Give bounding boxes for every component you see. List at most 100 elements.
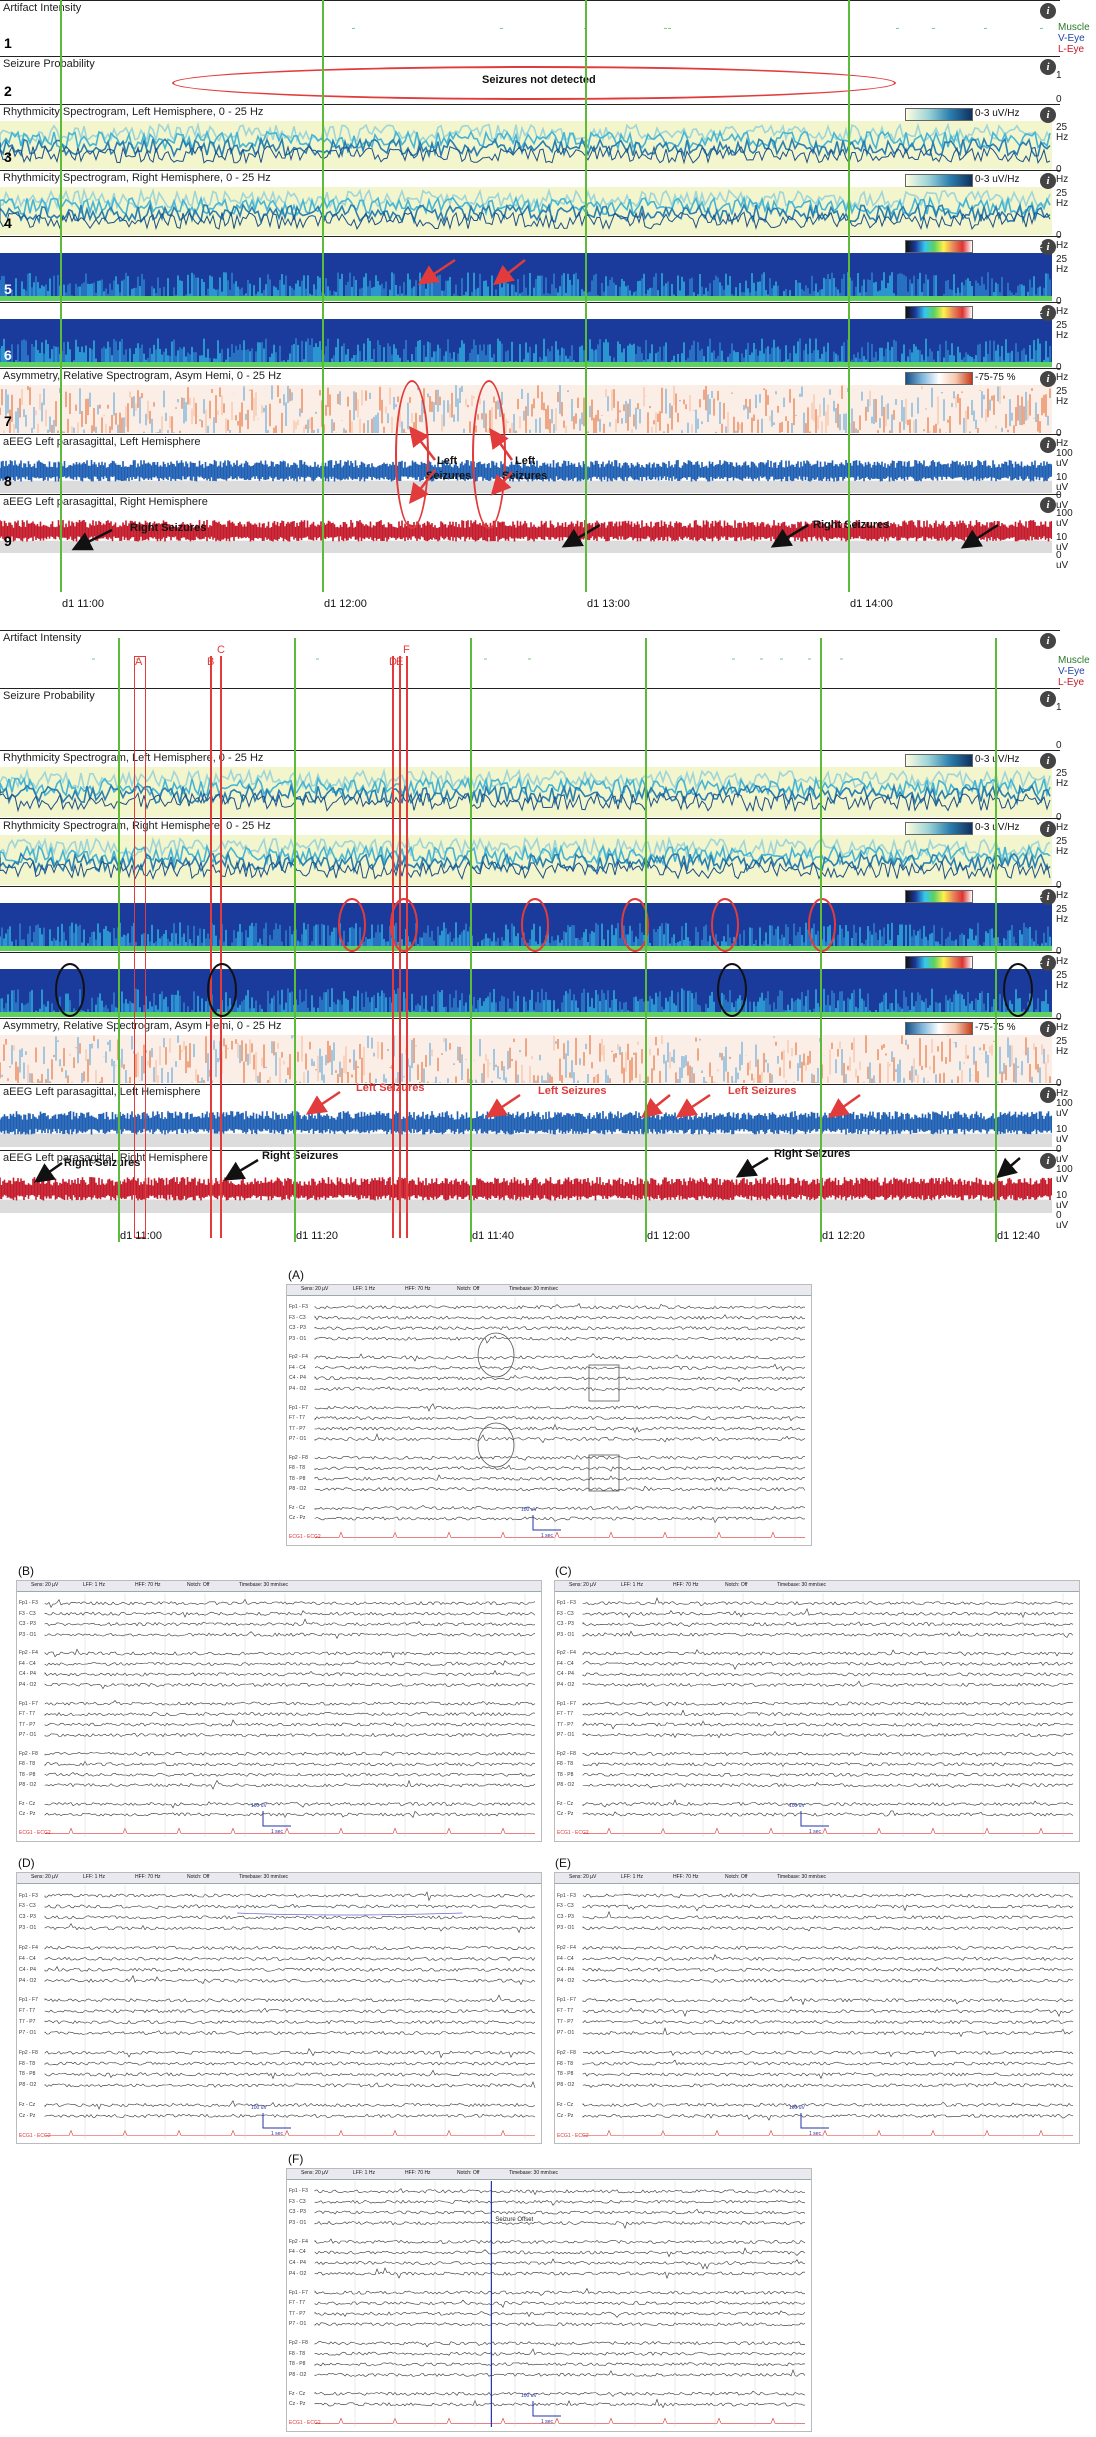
eeg-toolbar-item[interactable]: HFF: 70 Hz — [405, 1286, 431, 1292]
eeg-trace — [314, 2341, 806, 2348]
eeg-toolbar-item[interactable]: LFF: 1 Hz — [83, 1582, 105, 1588]
eeg-trace — [44, 1994, 536, 2003]
eeg-trace — [582, 2113, 1074, 2121]
segment-marker-a[interactable] — [134, 656, 146, 1238]
eeg-toolbar-item[interactable]: Timebase: 30 mm/sec — [509, 2170, 558, 2176]
eeg-toolbar-item[interactable]: HFF: 70 Hz — [135, 1582, 161, 1588]
eeg-toolbar-item[interactable]: HFF: 70 Hz — [673, 1874, 699, 1880]
eeg-toolbar-item[interactable]: Notch: Off — [725, 1582, 748, 1588]
eeg-toolbar-item[interactable]: Timebase: 30 mm/sec — [239, 1874, 288, 1880]
eeg-trace — [582, 1597, 1074, 1607]
eeg-channel-label: F8 - T8 — [19, 1761, 36, 1768]
axis-tick: 0 Hz — [1056, 812, 1069, 833]
eeg-toolbar-item[interactable]: Sens: 20 µV — [569, 1874, 597, 1880]
eeg-toolbar[interactable]: Sens: 20 µV LFF: 1 Hz HFF: 70 Hz Notch: Off… — [287, 1285, 811, 1296]
panel-letter-d: (D) — [18, 1856, 35, 1870]
eeg-channel-label: F3 - C3 — [19, 1903, 36, 1910]
eeg-toolbar-item[interactable]: LFF: 1 Hz — [83, 1874, 105, 1880]
eeg-toolbar[interactable]: Sens: 20 µV LFF: 1 Hz HFF: 70 Hz Notch: Off… — [17, 1581, 541, 1592]
eeg-toolbar-item[interactable]: LFF: 1 Hz — [353, 1286, 375, 1292]
info-icon[interactable]: i — [1040, 239, 1056, 255]
segment-marker-d[interactable] — [392, 656, 394, 1238]
eeg-toolbar-item[interactable]: Timebase: 30 mm/sec — [509, 1286, 558, 1292]
axis-tick: 25 Hz — [1056, 320, 1069, 341]
eeg-toolbar-item[interactable]: Notch: Off — [187, 1582, 210, 1588]
eeg-toolbar-item[interactable]: Timebase: 30 mm/sec — [777, 1874, 826, 1880]
eeg-toolbar-item[interactable]: Notch: Off — [457, 1286, 480, 1292]
top-row-1: Artifact Intensity 1 i — [0, 0, 1060, 57]
eeg-trace — [44, 2100, 536, 2110]
eeg-toolbar-item[interactable]: Sens: 20 µV — [31, 1874, 59, 1880]
segment-marker-e[interactable] — [399, 656, 401, 1238]
info-icon[interactable]: i — [1040, 1087, 1056, 1103]
eeg-channel-label: T8 - P8 — [557, 1771, 574, 1778]
info-icon[interactable]: i — [1040, 1021, 1056, 1037]
info-icon[interactable]: i — [1040, 691, 1056, 707]
eeg-toolbar-item[interactable]: HFF: 70 Hz — [135, 1874, 161, 1880]
eeg-toolbar-item[interactable]: Notch: Off — [457, 2170, 480, 2176]
eeg-trace — [582, 1926, 1074, 1932]
bot-time-label: d1 11:20 — [296, 1230, 339, 1242]
info-icon[interactable]: i — [1040, 371, 1056, 387]
info-icon[interactable]: i — [1040, 633, 1056, 649]
info-icon[interactable]: i — [1040, 889, 1056, 905]
info-icon[interactable]: i — [1040, 497, 1056, 513]
eeg-page-c: Sens: 20 µV LFF: 1 Hz HFF: 70 Hz Notch: Off… — [554, 1580, 1080, 1842]
eeg-toolbar-item[interactable]: LFF: 1 Hz — [621, 1874, 643, 1880]
eeg-toolbar-item[interactable]: Sens: 20 µV — [301, 2170, 329, 2176]
eeg-trace — [44, 1682, 536, 1690]
bot-band-8 — [0, 1099, 1052, 1147]
eeg-toolbar[interactable]: Sens: 20 µV LFF: 1 Hz HFF: 70 Hz Notch: Off… — [17, 1873, 541, 1884]
eeg-trace — [44, 1915, 536, 1920]
bot-band-7 — [0, 1035, 1052, 1083]
top-band-7 — [0, 385, 1052, 433]
eeg-channel-label: T7 - P7 — [19, 1721, 36, 1728]
info-icon[interactable]: i — [1040, 821, 1056, 837]
eeg-trace — [44, 1648, 536, 1659]
eeg-toolbar-item[interactable]: Sens: 20 µV — [569, 1582, 597, 1588]
info-icon[interactable]: i — [1040, 3, 1056, 19]
eeg-trace — [582, 2050, 1074, 2058]
eeg-toolbar[interactable]: Sens: 20 µV LFF: 1 Hz HFF: 70 Hz Notch: Off… — [555, 1873, 1079, 1884]
info-icon[interactable]: i — [1040, 59, 1056, 75]
info-icon[interactable]: i — [1040, 107, 1056, 123]
segment-marker-c[interactable] — [220, 656, 222, 1238]
bot-time-marker — [820, 638, 822, 1242]
eeg-channel-label: C4 - P4 — [289, 2260, 306, 2267]
segment-marker-b[interactable] — [210, 656, 212, 1238]
eeg-toolbar-item[interactable]: Timebase: 30 mm/sec — [239, 1582, 288, 1588]
eeg-traces — [314, 2181, 806, 2427]
segment-marker-label-a: A — [135, 656, 143, 668]
eeg-toolbar-item[interactable]: HFF: 70 Hz — [405, 2170, 431, 2176]
eeg-toolbar-item[interactable]: LFF: 1 Hz — [621, 1582, 643, 1588]
eeg-toolbar[interactable]: Sens: 20 µV LFF: 1 Hz HFF: 70 Hz Notch: Off… — [555, 1581, 1079, 1592]
info-icon[interactable]: i — [1040, 753, 1056, 769]
eeg-channel-label: F3 - C3 — [289, 1314, 306, 1321]
left-seizure-ellipse-5 — [711, 898, 739, 952]
top-band-8 — [0, 449, 1052, 493]
eeg-channel-label: P4 - O2 — [289, 2270, 307, 2277]
eeg-scale-bar — [800, 2113, 829, 2129]
eeg-toolbar-item[interactable]: LFF: 1 Hz — [353, 2170, 375, 2176]
info-icon[interactable]: i — [1040, 1153, 1056, 1169]
eeg-channel-label: P8 - O2 — [19, 2082, 37, 2089]
eeg-toolbar-item[interactable]: Timebase: 30 mm/sec — [777, 1582, 826, 1588]
eeg-trace — [44, 2081, 536, 2088]
info-icon[interactable]: i — [1040, 955, 1056, 971]
eeg-toolbar-item[interactable]: Notch: Off — [725, 1874, 748, 1880]
seizures-label-a: Seizures — [426, 470, 472, 482]
eeg-toolbar-item[interactable]: HFF: 70 Hz — [673, 1582, 699, 1588]
right-arrow-3 — [735, 1156, 769, 1178]
bot-time-marker — [995, 638, 997, 1242]
eeg-trace — [44, 1732, 536, 1738]
eeg-toolbar-item[interactable]: Sens: 20 µV — [301, 1286, 329, 1292]
axis-tick: 25 Hz — [1056, 970, 1069, 991]
eeg-toolbar[interactable]: Sens: 20 µV LFF: 1 Hz HFF: 70 Hz Notch: Off… — [287, 2169, 811, 2180]
eeg-toolbar-item[interactable]: Sens: 20 µV — [31, 1582, 59, 1588]
eeg-toolbar-item[interactable]: Notch: Off — [187, 1874, 210, 1880]
info-icon[interactable]: i — [1040, 305, 1056, 321]
info-icon[interactable]: i — [1040, 437, 1056, 453]
axis-tick: 0 Hz — [1056, 1012, 1069, 1033]
segment-marker-f[interactable] — [406, 656, 408, 1238]
info-icon[interactable]: i — [1040, 173, 1056, 189]
